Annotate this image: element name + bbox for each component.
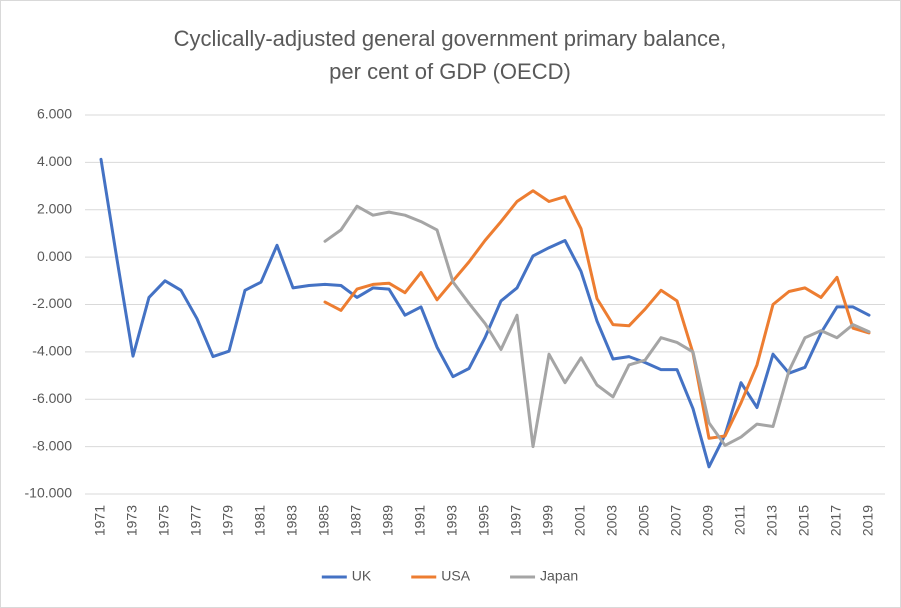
y-tick-label: 6.000 — [37, 106, 72, 122]
x-tick-label: 1975 — [156, 505, 172, 536]
y-tick-label: -10.000 — [25, 485, 73, 501]
x-tick-label: 2007 — [668, 505, 684, 536]
x-tick-label: 1977 — [188, 505, 204, 536]
x-tick-label: 1973 — [124, 505, 140, 536]
x-tick-label: 2015 — [796, 505, 812, 536]
x-tick-label: 2013 — [764, 505, 780, 536]
x-tick-label: 2001 — [572, 505, 588, 536]
x-tick-label: 1981 — [252, 505, 268, 536]
x-tick-label: 1985 — [316, 505, 332, 536]
x-tick-label: 2019 — [860, 505, 876, 536]
legend-label: USA — [441, 568, 470, 584]
y-tick-label: -2.000 — [32, 295, 72, 311]
x-tick-label: 2017 — [828, 505, 844, 536]
x-tick-label: 1999 — [540, 505, 556, 536]
y-tick-label: -4.000 — [32, 343, 72, 359]
x-tick-label: 2009 — [700, 505, 716, 536]
x-tick-label: 1989 — [380, 505, 396, 536]
y-tick-label: 2.000 — [37, 200, 72, 216]
chart-title: Cyclically-adjusted general government p… — [174, 26, 727, 51]
series-line — [323, 204, 871, 449]
legend-label: Japan — [540, 568, 578, 584]
y-tick-label: 4.000 — [37, 153, 72, 169]
series-line — [323, 189, 871, 440]
x-tick-label: 1997 — [508, 505, 524, 536]
y-tick-label: -8.000 — [32, 437, 72, 453]
series-line — [99, 157, 871, 469]
y-tick-label: -6.000 — [32, 390, 72, 406]
x-tick-label: 1971 — [92, 505, 108, 536]
x-tick-label: 1987 — [348, 505, 364, 536]
x-tick-label: 1991 — [412, 505, 428, 536]
x-tick-label: 1995 — [476, 505, 492, 536]
x-tick-label: 2005 — [636, 505, 652, 536]
x-tick-label: 2003 — [604, 505, 620, 536]
y-tick-label: 0.000 — [37, 248, 72, 264]
x-tick-label: 2011 — [732, 505, 748, 535]
chart-title: per cent of GDP (OECD) — [329, 59, 571, 84]
x-tick-label: 1983 — [284, 505, 300, 536]
legend-label: UK — [352, 568, 372, 584]
x-tick-label: 1993 — [444, 505, 460, 536]
x-tick-label: 1979 — [220, 505, 236, 536]
